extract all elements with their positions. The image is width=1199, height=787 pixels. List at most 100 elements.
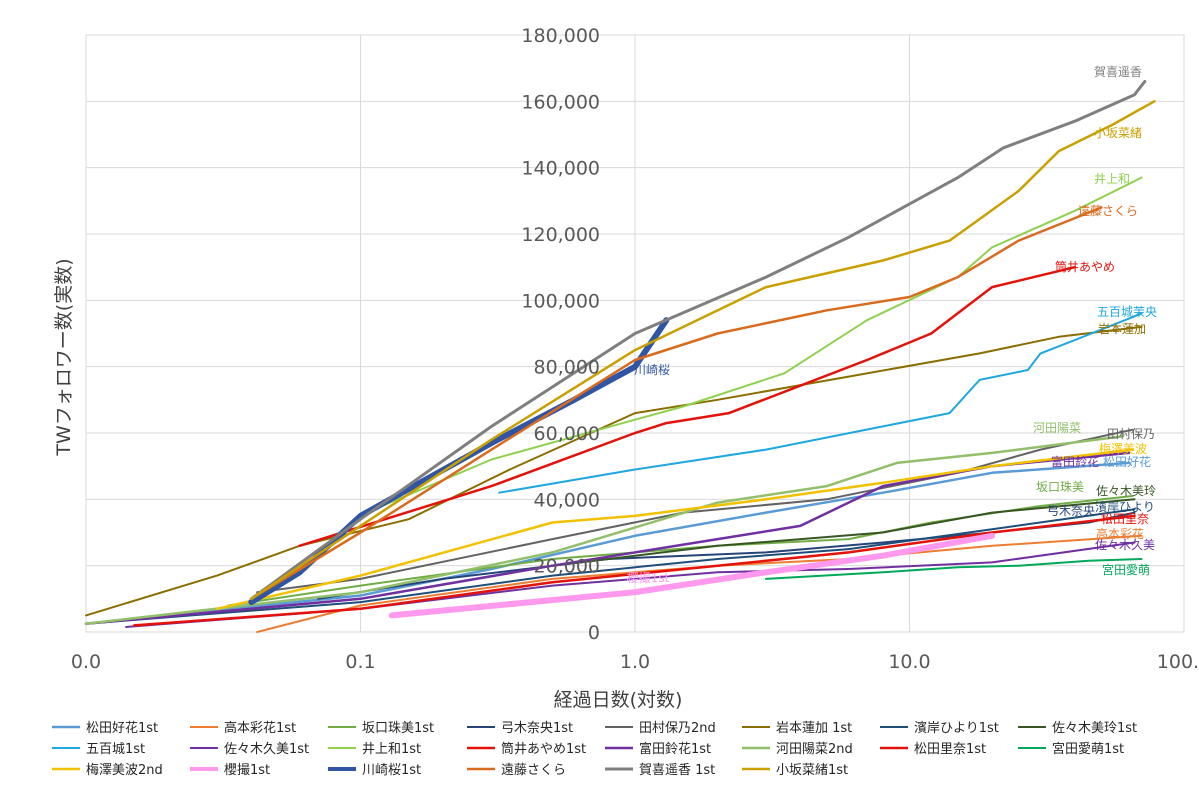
- y-tick-label: 60,000: [534, 423, 600, 445]
- series-line-20: [249, 79, 1147, 601]
- series-end-label: 高本彩花: [1096, 526, 1144, 541]
- series-end-label: 井上和: [1094, 172, 1130, 186]
- legend-label: 坂口珠美1st: [362, 721, 434, 736]
- legend-item: 坂口珠美1st: [328, 721, 434, 736]
- series-line-6: [85, 508, 1136, 625]
- series-end-label: 濱岸ひより: [1095, 500, 1155, 514]
- series-end-label: 坂口珠美: [1036, 480, 1084, 494]
- series-end-label: 五百城茉央: [1097, 305, 1157, 319]
- y-tick-label: 20,000: [534, 556, 600, 578]
- series-end-label: 櫻撮1st: [627, 570, 670, 585]
- y-tick-label: 160,000: [521, 91, 600, 113]
- series-end-label: 川崎桜: [634, 363, 670, 377]
- y-tick-label: 140,000: [521, 158, 600, 180]
- series-line-8: [498, 312, 1143, 494]
- series-layer: [84, 79, 1156, 633]
- legend-item: 濱岸ひより1st: [880, 721, 999, 736]
- series-line-4: [256, 428, 1134, 594]
- plot-area: [85, 34, 1185, 633]
- series-end-label: 梅澤美波: [1099, 441, 1147, 456]
- legend-item: 井上和1st: [328, 742, 421, 757]
- legend-label: 岩本蓮加 1st: [776, 721, 852, 736]
- y-tick-label: 80,000: [534, 357, 600, 379]
- series-end-label: 佐々木久美: [1095, 538, 1155, 552]
- series-line-10: [381, 176, 1143, 507]
- legend: 松田好花1st 高本彩花1st 坂口珠美1st 弓木奈央1st 田村保乃2nd 岩本蓮加 …: [52, 720, 1137, 778]
- legend-label: 河田陽菜2nd: [776, 742, 853, 757]
- legend-label: 佐々木久美1st: [224, 742, 309, 757]
- y-tick-label: 180,000: [521, 25, 600, 47]
- series-end-label: 小坂菜緒: [1094, 125, 1142, 140]
- legend-item: 梅澤美波2nd: [52, 763, 163, 778]
- series-end-label: 田村保乃: [1107, 427, 1155, 441]
- series-line-11: [298, 265, 1077, 548]
- x-tick-label: 0.0: [71, 651, 101, 673]
- legend-label: 佐々木美玲1st: [1052, 721, 1137, 736]
- x-tick-label: 10.0: [888, 651, 930, 673]
- legend-label: 田村保乃2nd: [639, 721, 716, 736]
- legend-item: 富田鈴花1st: [605, 741, 711, 757]
- legend-item: 高本彩花1st: [190, 720, 296, 736]
- series-end-label: 賀喜遥香: [1094, 65, 1142, 79]
- legend-item: 河田陽菜2nd: [742, 742, 853, 757]
- x-axis-title: 経過日数(対数): [554, 689, 683, 711]
- legend-label: 宮田愛萌1st: [1052, 741, 1124, 757]
- series-line-16: [215, 448, 1134, 611]
- series-line-17: [388, 532, 996, 619]
- legend-label: 遠藤さくら: [501, 763, 566, 778]
- legend-item: 小坂菜緒1st: [742, 763, 848, 778]
- legend-item: 岩本蓮加 1st: [742, 721, 852, 736]
- legend-item: 佐々木美玲1st: [1018, 721, 1137, 736]
- series-end-label: 佐々木美玲: [1096, 484, 1156, 498]
- legend-label: 筒井あやめ1st: [501, 741, 586, 757]
- legend-item: 賀喜遥香 1st: [605, 763, 715, 778]
- legend-label: 川崎桜1st: [362, 763, 421, 778]
- x-tick-label: 1.0: [620, 651, 650, 673]
- y-tick-label: 0: [588, 622, 600, 644]
- series-line-21: [250, 100, 1156, 601]
- legend-label: 弓木奈央1st: [501, 721, 573, 736]
- legend-label: 小坂菜緒1st: [776, 763, 848, 778]
- series-line-0: [84, 461, 1131, 625]
- series-line-19: [250, 206, 1103, 601]
- series-end-label: 宮田愛萌: [1102, 562, 1150, 577]
- series-end-label: 筒井あやめ: [1055, 259, 1115, 274]
- legend-item: 松田好花1st: [52, 720, 158, 736]
- series-line-14: [133, 514, 1136, 627]
- series-end-label: 岩本蓮加: [1098, 321, 1146, 336]
- series-line-15: [765, 558, 1143, 580]
- legend-item: 遠藤さくら: [467, 763, 566, 778]
- series-line-13: [84, 435, 1125, 625]
- legend-label: 濱岸ひより1st: [914, 721, 999, 736]
- y-tick-label: 40,000: [534, 489, 600, 511]
- legend-item: 松田里奈1st: [880, 742, 986, 757]
- legend-label: 梅澤美波2nd: [86, 763, 163, 778]
- legend-item: 川崎桜1st: [328, 763, 421, 778]
- legend-item: 佐々木久美1st: [190, 742, 309, 757]
- legend-label: 松田里奈1st: [914, 742, 986, 757]
- x-tick-label: 0.1: [345, 651, 375, 673]
- series-end-label: 富田鈴花: [1051, 454, 1099, 469]
- series-line-2: [227, 495, 1134, 607]
- legend-label: 五百城1st: [86, 742, 145, 757]
- axis-layer: 0 20,000 40,000 60,000 80,000 100,000 120,000 1…: [71, 25, 1199, 673]
- series-end-label: 河田陽菜: [1033, 421, 1081, 435]
- legend-item: 弓木奈央1st: [467, 721, 573, 736]
- legend-item: 宮田愛萌1st: [1018, 741, 1124, 757]
- legend-item: 五百城1st: [52, 742, 145, 757]
- y-tick-label: 120,000: [521, 224, 600, 246]
- legend-label: 富田鈴花1st: [639, 741, 711, 757]
- legend-item: 田村保乃2nd: [605, 721, 716, 736]
- series-line-5: [85, 325, 1143, 617]
- series-end-label: 弓木奈央: [1047, 504, 1095, 518]
- legend-label: 櫻撮1st: [224, 762, 270, 778]
- legend-label: 井上和1st: [362, 742, 421, 757]
- series-end-label: 松田好花: [1103, 454, 1151, 469]
- legend-label: 高本彩花1st: [224, 720, 296, 736]
- series-end-label: 遠藤さくら: [1078, 204, 1138, 218]
- series-end-label: 松田里奈: [1101, 512, 1149, 526]
- y-tick-label: 100,000: [521, 290, 600, 312]
